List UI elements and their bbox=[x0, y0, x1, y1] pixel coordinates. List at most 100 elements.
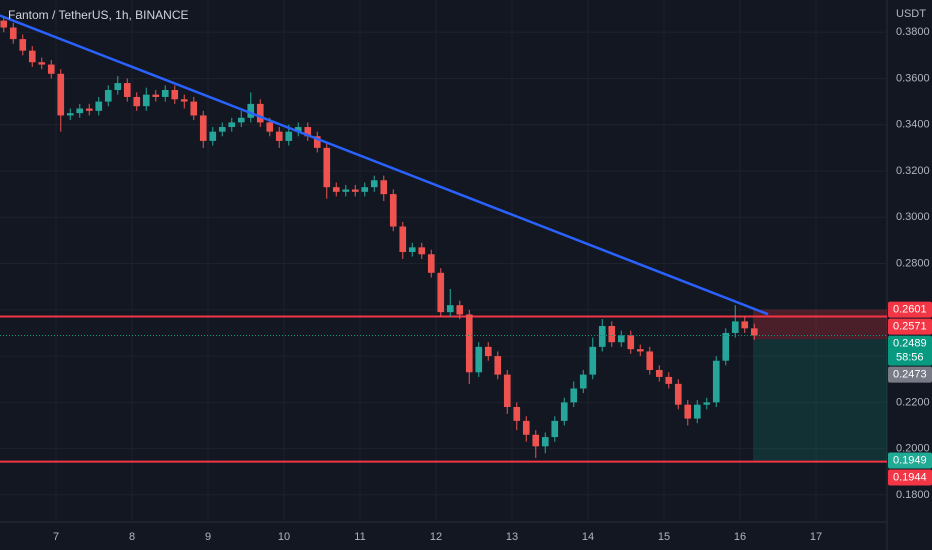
candle-body bbox=[693, 404, 701, 419]
trend-line bbox=[0, 14, 769, 316]
candle-body bbox=[209, 131, 217, 141]
candle-body bbox=[541, 437, 549, 447]
candle-body bbox=[171, 90, 179, 100]
candle-body bbox=[703, 402, 711, 405]
candle-body bbox=[646, 351, 654, 370]
price-label-box bbox=[888, 452, 932, 469]
y-unit: USDT bbox=[896, 8, 926, 20]
candle-body bbox=[161, 90, 169, 97]
candle-body bbox=[228, 122, 236, 128]
y-tick-label: 0.2200 bbox=[896, 396, 930, 408]
price-label: 0.1944 bbox=[893, 471, 927, 483]
chart-title: Fantom / TetherUS, 1h, BINANCE bbox=[8, 8, 189, 22]
x-tick-label: 17 bbox=[810, 531, 822, 543]
y-tick-label: 0.3400 bbox=[896, 119, 930, 131]
candle-body bbox=[532, 434, 540, 447]
candle-body bbox=[57, 73, 65, 116]
candle-body bbox=[47, 64, 55, 74]
price-label: 0.2601 bbox=[893, 303, 927, 315]
candle-body bbox=[266, 122, 274, 132]
candle-body bbox=[142, 94, 150, 107]
candle-body bbox=[579, 374, 587, 389]
candle-body bbox=[370, 180, 378, 188]
candle-body bbox=[180, 99, 188, 102]
y-tick-label: 0.3800 bbox=[896, 26, 930, 38]
candle-body bbox=[655, 369, 663, 377]
candle-body bbox=[408, 247, 416, 252]
candle-body bbox=[237, 117, 245, 123]
candle-body bbox=[427, 254, 435, 273]
candle-body bbox=[418, 247, 426, 255]
price-label-box bbox=[888, 301, 932, 318]
price-label: 0.1949 bbox=[893, 454, 927, 466]
candle-body bbox=[465, 314, 473, 373]
candle-body bbox=[589, 346, 597, 375]
candle-body bbox=[598, 326, 606, 347]
candle-body bbox=[76, 108, 84, 114]
countdown: 58:56 bbox=[896, 351, 924, 363]
candle-body bbox=[636, 349, 644, 352]
candle-body bbox=[722, 332, 730, 361]
candle-body bbox=[66, 113, 74, 116]
candle-body bbox=[85, 108, 93, 111]
candle-body bbox=[114, 83, 122, 91]
candle-body bbox=[456, 305, 464, 315]
candle-body bbox=[323, 147, 331, 188]
position-stop-zone bbox=[753, 309, 887, 340]
candle-body bbox=[551, 420, 559, 438]
price-label: 0.2571 bbox=[893, 320, 927, 332]
candle-body bbox=[104, 90, 112, 102]
candle-body bbox=[446, 305, 454, 313]
candle-body bbox=[361, 187, 369, 192]
candle-body bbox=[304, 127, 312, 137]
candle-body bbox=[437, 272, 445, 313]
x-tick-label: 15 bbox=[658, 531, 670, 543]
candle-body bbox=[256, 103, 264, 123]
candle-body bbox=[313, 136, 321, 148]
candle-body bbox=[123, 83, 131, 97]
y-tick-label: 0.3200 bbox=[896, 165, 930, 177]
candle-body bbox=[199, 115, 207, 141]
candle-body bbox=[28, 50, 36, 63]
position-target-zone bbox=[753, 339, 887, 461]
candle-body bbox=[342, 189, 350, 192]
candle-body bbox=[731, 321, 739, 333]
candle-body bbox=[95, 101, 103, 111]
candle-body bbox=[247, 103, 255, 118]
axes: 0.18000.20000.22000.24000.26000.28000.30… bbox=[53, 26, 932, 543]
candle-body bbox=[9, 27, 17, 40]
candle-body bbox=[38, 62, 46, 65]
plot-area bbox=[0, 0, 887, 522]
candle-body bbox=[712, 360, 720, 403]
price-label: 0.2489 bbox=[893, 337, 927, 349]
candle-body bbox=[513, 407, 521, 421]
x-tick-label: 10 bbox=[278, 531, 290, 543]
x-tick-label: 14 bbox=[582, 531, 594, 543]
candle-body bbox=[665, 376, 673, 384]
candle-body bbox=[294, 127, 302, 132]
candle-body bbox=[750, 328, 758, 336]
candle-body bbox=[570, 388, 578, 403]
y-tick-label: 0.3600 bbox=[896, 72, 930, 84]
price-label-box bbox=[888, 318, 932, 335]
candle-body bbox=[380, 180, 388, 195]
candle-body bbox=[674, 383, 682, 405]
y-tick-label: 0.2800 bbox=[896, 257, 930, 269]
candle-body bbox=[617, 335, 625, 343]
x-tick-label: 7 bbox=[53, 531, 59, 543]
candle-body bbox=[399, 226, 407, 252]
candle-body bbox=[475, 346, 483, 373]
candle-body bbox=[484, 346, 492, 357]
price-label-box bbox=[888, 366, 932, 383]
candle-body bbox=[275, 131, 283, 141]
y-tick-label: 0.2000 bbox=[896, 443, 930, 455]
candle-body bbox=[332, 187, 340, 192]
candle-body bbox=[741, 321, 749, 329]
x-tick-label: 13 bbox=[506, 531, 518, 543]
candle-body bbox=[494, 356, 502, 375]
candle-body bbox=[522, 420, 530, 435]
candle-body bbox=[19, 39, 27, 51]
price-label-box bbox=[888, 335, 932, 366]
